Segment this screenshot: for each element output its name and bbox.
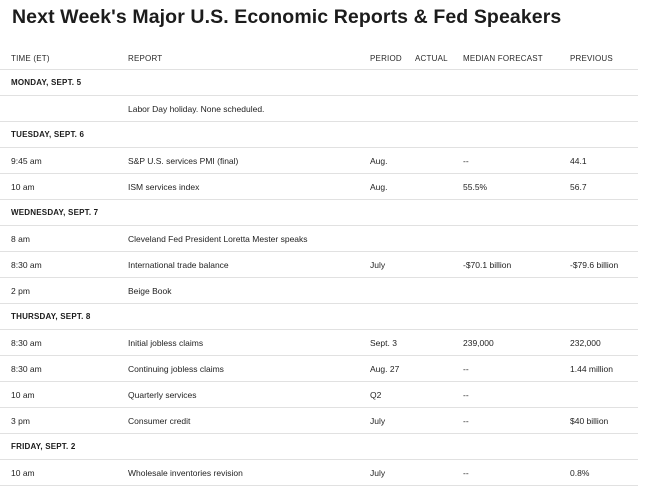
- report-cell: Cleveland Fed President Loretta Mester s…: [128, 234, 308, 244]
- period-cell: July: [370, 260, 386, 270]
- forecast-cell: --: [463, 364, 469, 374]
- report-cell: Continuing jobless claims: [128, 364, 224, 374]
- table-header-row: TIME (ET) REPORT PERIOD ACTUAL MEDIAN FO…: [0, 47, 638, 70]
- report-cell: Consumer credit: [128, 416, 191, 426]
- column-header-time: TIME (ET): [11, 54, 50, 63]
- day-label: THURSDAY, SEPT. 8: [11, 312, 91, 321]
- time-cell: 8 am: [11, 234, 30, 244]
- report-cell: S&P U.S. services PMI (final): [128, 156, 239, 166]
- column-header-actual: ACTUAL: [415, 54, 448, 63]
- forecast-cell: --: [463, 156, 469, 166]
- period-cell: Aug. 27: [370, 364, 400, 374]
- forecast-cell: 239,000: [463, 338, 494, 348]
- day-header-row: WEDNESDAY, SEPT. 7: [0, 200, 638, 226]
- previous-cell: 44.1: [570, 156, 587, 166]
- day-label: FRIDAY, SEPT. 2: [11, 442, 76, 451]
- time-cell: 3 pm: [11, 416, 30, 426]
- time-cell: 10 am: [11, 390, 35, 400]
- table-row: 10 am ISM services index Aug. 55.5% 56.7: [0, 174, 638, 200]
- time-cell: 2 pm: [11, 286, 30, 296]
- period-cell: Sept. 3: [370, 338, 397, 348]
- table-row: 8:30 am International trade balance July…: [0, 252, 638, 278]
- day-header-row: MONDAY, SEPT. 5: [0, 70, 638, 96]
- forecast-cell: --: [463, 468, 469, 478]
- forecast-cell: 55.5%: [463, 182, 488, 192]
- table-row: 8:30 am Initial jobless claims Sept. 3 2…: [0, 330, 638, 356]
- table-row: 10 am Quarterly services Q2 --: [0, 382, 638, 408]
- report-cell: Beige Book: [128, 286, 172, 296]
- previous-cell: 0.8%: [570, 468, 590, 478]
- day-label: WEDNESDAY, SEPT. 7: [11, 208, 99, 217]
- table-row: 8:30 am Continuing jobless claims Aug. 2…: [0, 356, 638, 382]
- table-row: 2 pm Beige Book: [0, 278, 638, 304]
- report-cell: Wholesale inventories revision: [128, 468, 243, 478]
- period-cell: Q2: [370, 390, 382, 400]
- table-row: Labor Day holiday. None scheduled.: [0, 96, 638, 122]
- page-title: Next Week's Major U.S. Economic Reports …: [12, 6, 562, 28]
- report-cell: ISM services index: [128, 182, 200, 192]
- day-label: MONDAY, SEPT. 5: [11, 78, 82, 87]
- column-header-period: PERIOD: [370, 54, 402, 63]
- previous-cell: $40 billion: [570, 416, 609, 426]
- day-header-row: TUESDAY, SEPT. 6: [0, 122, 638, 148]
- time-cell: 8:30 am: [11, 338, 42, 348]
- previous-cell: 56.7: [570, 182, 587, 192]
- column-header-median-forecast: MEDIAN FORECAST: [463, 54, 543, 63]
- column-header-previous: PREVIOUS: [570, 54, 613, 63]
- forecast-cell: --: [463, 416, 469, 426]
- period-cell: Aug.: [370, 182, 388, 192]
- day-header-row: FRIDAY, SEPT. 2: [0, 434, 638, 460]
- table-row: 8 am Cleveland Fed President Loretta Mes…: [0, 226, 638, 252]
- time-cell: 9:45 am: [11, 156, 42, 166]
- report-cell: Quarterly services: [128, 390, 197, 400]
- column-header-report: REPORT: [128, 54, 163, 63]
- time-cell: 10 am: [11, 182, 35, 192]
- time-cell: 10 am: [11, 468, 35, 478]
- report-cell: Labor Day holiday. None scheduled.: [128, 104, 265, 114]
- forecast-cell: -$70.1 billion: [463, 260, 512, 270]
- day-header-row: THURSDAY, SEPT. 8: [0, 304, 638, 330]
- report-cell: Initial jobless claims: [128, 338, 204, 348]
- table-row: 9:45 am S&P U.S. services PMI (final) Au…: [0, 148, 638, 174]
- period-cell: July: [370, 468, 386, 478]
- previous-cell: 232,000: [570, 338, 601, 348]
- previous-cell: 1.44 million: [570, 364, 613, 374]
- economic-calendar-table: TIME (ET) REPORT PERIOD ACTUAL MEDIAN FO…: [0, 47, 638, 486]
- period-cell: Aug.: [370, 156, 388, 166]
- forecast-cell: --: [463, 390, 469, 400]
- time-cell: 8:30 am: [11, 260, 42, 270]
- table-row: 3 pm Consumer credit July -- $40 billion: [0, 408, 638, 434]
- period-cell: July: [370, 416, 386, 426]
- time-cell: 8:30 am: [11, 364, 42, 374]
- table-row: 10 am Wholesale inventories revision Jul…: [0, 460, 638, 486]
- previous-cell: -$79.6 billion: [570, 260, 619, 270]
- day-label: TUESDAY, SEPT. 6: [11, 130, 85, 139]
- report-cell: International trade balance: [128, 260, 229, 270]
